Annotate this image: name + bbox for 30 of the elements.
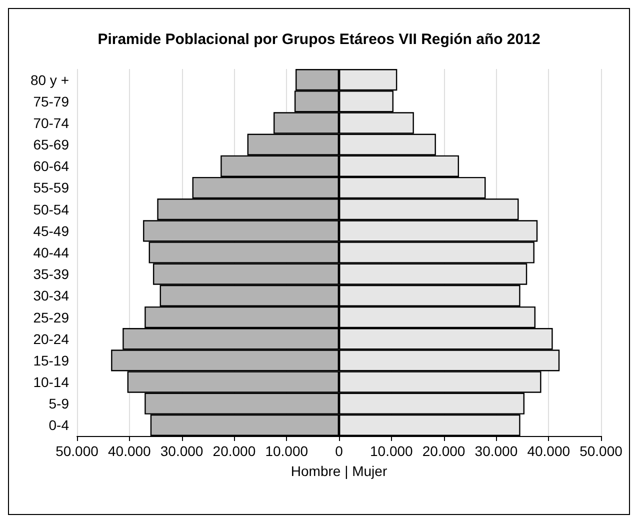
y-tick-label: 30-34 (33, 288, 70, 304)
x-axis-title: Hombre | Mujer (290, 463, 388, 479)
x-tick-label: 50.000 (56, 443, 99, 459)
x-tick-label: 30.000 (474, 443, 518, 459)
y-tick-label: 45-49 (33, 222, 70, 239)
x-tick-label: 0 (335, 443, 344, 459)
y-tick-label: 55-59 (33, 180, 70, 196)
x-tick-label: 30.000 (160, 443, 204, 459)
y-tick-label: 10-14 (33, 374, 70, 390)
y-tick-label: 60-64 (33, 158, 70, 174)
y-tick-label: 5-9 (48, 396, 70, 412)
y-tick-label: 75-79 (33, 93, 70, 110)
y-tick-label: 50-54 (33, 201, 70, 218)
y-tick-label: 0-4 (48, 417, 70, 434)
chart-title: Piramide Poblacional por Grupos Etáreos VII Región año 2012 (98, 31, 540, 48)
x-tick-label: 50.000 (580, 443, 623, 459)
x-tick-label: 20.000 (422, 443, 466, 459)
x-tick-label: 10.000 (265, 443, 308, 459)
y-tick-label: 70-74 (33, 114, 70, 131)
y-tick-label: 25-29 (33, 309, 70, 326)
y-tick-label: 80 y + (30, 72, 69, 88)
y-tick-label: 15-19 (33, 352, 70, 368)
y-tick-label: 20-24 (33, 330, 70, 347)
y-tick-label: 40-44 (33, 244, 70, 260)
y-tick-label: 65-69 (33, 136, 70, 153)
x-tick-label: 20.000 (212, 443, 256, 459)
x-tick-label: 10.000 (370, 443, 414, 459)
x-tick-label: 40.000 (108, 443, 152, 459)
x-tick-label: 40.000 (527, 443, 570, 459)
y-tick-label: 35-39 (33, 266, 70, 282)
